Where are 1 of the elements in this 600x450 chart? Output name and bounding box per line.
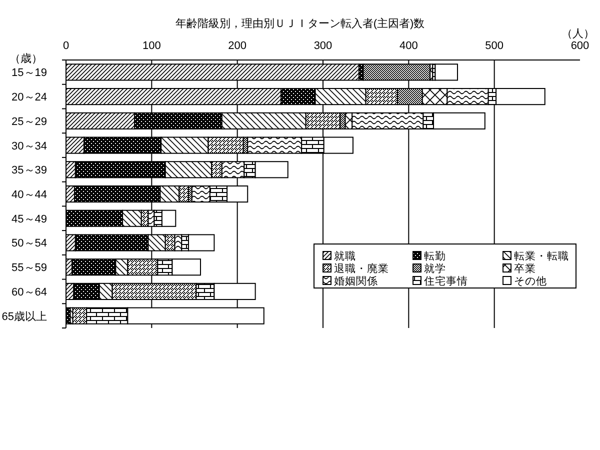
title: 年齢階級別，理由別ＵＪＩターン転入者(主因者)数 <box>175 18 425 30</box>
